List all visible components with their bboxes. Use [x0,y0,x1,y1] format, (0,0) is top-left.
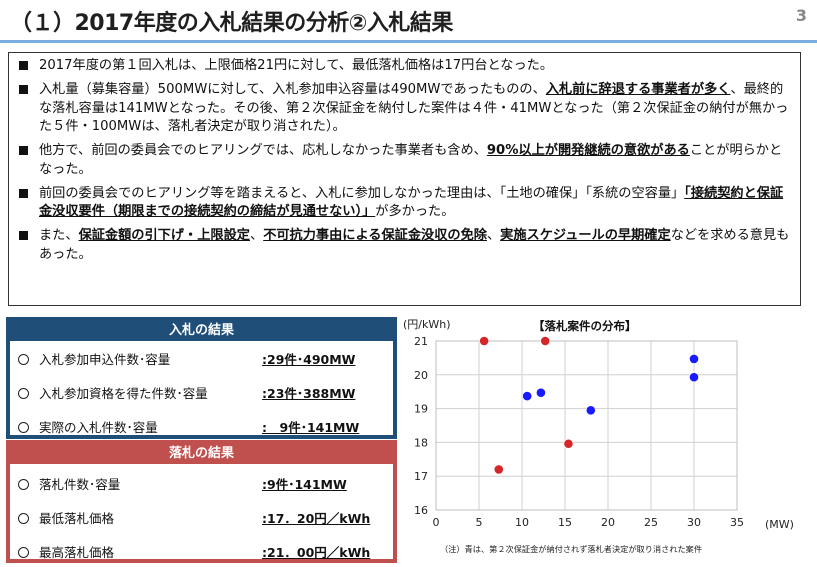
emphasis-text: 「接続契約と保証金没収要件（期限までの接続契約の締結が見通せない）」 [39,185,784,220]
circle-bullet-icon [18,479,29,490]
y-tick-label: 18 [414,436,428,449]
scatter-chart-svg: 16 17 18 19 20 21 0 5 10 15 20 25 30 35 (円/kWh) 【落札案件の分… [403,318,794,554]
x-tick-label: 5 [476,516,483,529]
summary-bullet: 他方で、前回の委員会でのヒアリングでは、応札しなかった事業者も含め、90%以上が… [17,142,792,179]
row-label: 入札参加申込件数･容量 [39,352,171,367]
awarded-point [493,464,504,475]
square-bullet-icon [19,188,28,198]
x-tick-label: 35 [730,516,744,529]
row-label: 実際の入札件数･容量 [39,420,158,435]
x-axis-label: (MW) [765,518,794,531]
summary-bullets-box: 2017年度の第１回入札は、上限価格21円に対して、最低落札価格は17円台となっ… [8,52,801,306]
circle-bullet-icon [18,354,29,365]
bullet-text: などを求める意見もあった。 [39,228,790,262]
bullet-text: 入札量（募集容量）500MWに対して、入札参加申込容量は490MWであったものの… [39,82,546,97]
y-tick-label: 20 [414,369,428,382]
y-tick-label: 16 [414,504,428,517]
bullet-text: 、最終的な落札容量は141MWとなった。その後、第２次保証金を納付した案件は４件… [39,82,789,134]
title-underline [0,40,817,43]
emphasis-text: 90%以上が開発継続の意欲がある [486,143,690,158]
cancelled-point [522,391,533,401]
x-tick-label: 30 [687,516,701,529]
y-tick-label: 17 [414,470,428,483]
row-label: 落札件数･容量 [39,477,121,492]
x-tick-label: 20 [601,516,615,529]
award-results-heading: 落札の結果 [10,444,393,464]
bullet-text: また、 [39,228,79,243]
award-results-panel: 落札の結果 落札件数･容量 :9件･141MW 最低落札価格 :17．20円／k… [6,440,397,563]
y-tick-label: 21 [414,335,428,348]
award-results-row: 最高落札価格 :21．00円／kWh [18,542,370,561]
x-tick-label: 15 [558,516,572,529]
cancelled-point [536,387,546,398]
bullet-text: 、 [486,228,501,243]
row-value: :17．20円／kWh [262,511,371,526]
summary-bullet: 2017年度の第１回入札は、上限価格21円に対して、最低落札価格は17円台となっ… [17,57,792,76]
bid-results-panel: 入札の結果 入札参加申込件数･容量 :29件･490MW 入札参加資格を得た件数… [6,317,397,439]
bid-results-heading: 入札の結果 [10,321,393,341]
emphasis-text: 入札前に辞退する事業者が多く [545,82,731,97]
awarded-point [479,336,490,346]
row-value: :9件･141MW [262,477,347,492]
row-label: 入札参加資格を得た件数･容量 [39,386,208,401]
bid-results-row: 入札参加申込件数･容量 :29件･490MW [18,349,355,368]
bullet-text: が多かった。 [375,204,455,219]
cancelled-point [689,354,699,364]
y-tick-label: 19 [414,403,428,416]
bullet-text: 、 [250,228,264,243]
circle-bullet-icon [18,547,29,558]
x-tick-label: 25 [644,516,658,529]
page-title: （１）2017年度の入札結果の分析②入札結果 [10,11,453,36]
square-bullet-icon [19,85,28,94]
award-results-row: 最低落札価格 :17．20円／kWh [18,508,370,527]
circle-bullet-icon [18,422,29,433]
square-bullet-icon [19,61,28,70]
bullet-text: 2017年度の第１回入札は、上限価格21円に対して、最低落札価格は17円台となっ… [39,58,554,73]
emphasis-text: 実施スケジュールの早期確定 [500,228,671,243]
square-bullet-icon [19,231,28,240]
awarded-point [563,438,574,449]
cancelled-point [689,372,699,383]
bid-results-row: 入札参加資格を得た件数･容量 :23件･388MW [18,383,355,402]
award-results-row: 落札件数･容量 :9件･141MW [18,474,347,493]
y-axis-label: (円/kWh) [403,318,451,331]
row-value: :21．00円／kWh [262,545,371,560]
title-bar: （１）2017年度の入札結果の分析②入札結果 3 [0,0,817,43]
summary-bullet: 入札量（募集容量）500MWに対して、入札参加申込容量は490MWであったものの… [17,81,792,137]
chart-note: （注）青は、第２次保証金が納付されず落札者決定が取り消された案件 [440,544,702,554]
row-label: 最高落札価格 [39,545,115,560]
row-value: :23件･388MW [262,386,356,401]
row-value: : 9件･141MW [262,420,360,435]
emphasis-text: 不可抗力事由による保証金没収の免除 [263,228,487,243]
bullet-text: ことが明らかとなった。 [39,143,783,177]
plot-area-border [435,340,738,511]
circle-bullet-icon [18,513,29,524]
summary-bullet: また、保証金額の引下げ・上限設定、不可抗力事由による保証金没収の免除、実施スケジ… [17,227,792,264]
bullet-text: 他方で、前回の委員会でのヒアリングでは、応札しなかった事業者も含め、 [39,143,487,158]
emphasis-text: 保証金額の引下げ・上限設定 [78,228,250,243]
row-label: 最低落札価格 [39,511,115,526]
awarded-point [540,336,551,346]
bid-results-row: 実際の入札件数･容量 : 9件･141MW [18,417,359,436]
award-distribution-chart: 16 17 18 19 20 21 0 5 10 15 20 25 30 35 (円/kWh) 【落札案件の分… [400,316,817,563]
bullet-text: 前回の委員会でのヒアリング等を踏まえると、入札に参加しなかった理由は、「土地の確… [39,185,685,201]
square-bullet-icon [19,146,28,155]
summary-bullet: 前回の委員会でのヒアリング等を踏まえると、入札に参加しなかった理由は、「土地の確… [17,185,792,222]
x-tick-label: 0 [433,516,440,529]
circle-bullet-icon [18,388,29,399]
cancelled-point [585,405,596,416]
page-number: 3 [795,6,807,25]
row-value: :29件･490MW [262,352,356,367]
x-tick-label: 10 [515,516,529,529]
chart-title: 【落札案件の分布】 [533,319,637,333]
